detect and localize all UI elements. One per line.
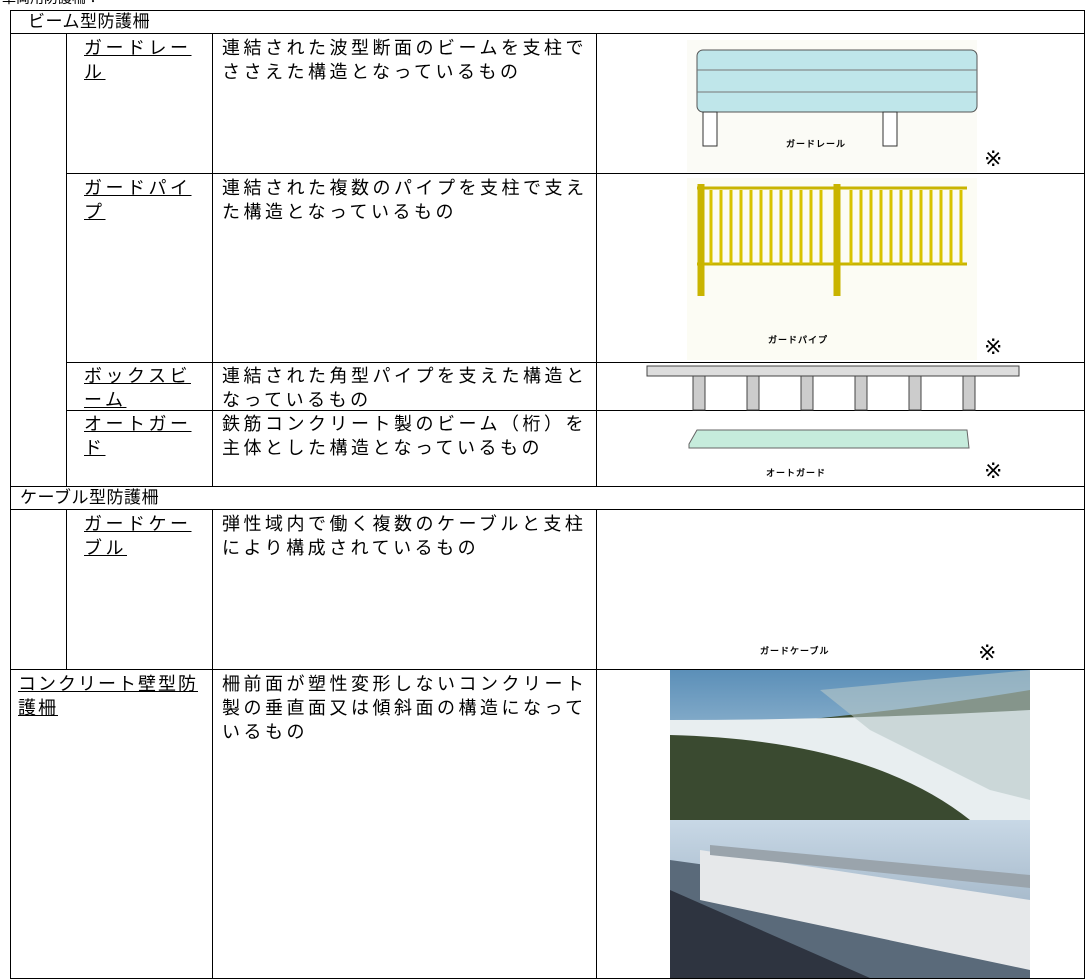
page-title: 車両用防護柵： <box>2 0 100 8</box>
row-name: ガードレール <box>84 38 192 82</box>
figure-caption: ガードレール <box>786 140 847 150</box>
figure-note: ※ <box>984 146 1003 171</box>
figure-caption: ガードケーブル <box>760 647 830 657</box>
section-title: ビーム型防護柵 <box>28 12 150 31</box>
row-name: オートガード <box>84 414 192 458</box>
figure-note: ※ <box>978 640 997 665</box>
row-description: 柵前面が塑性変形しないコンクリート製の垂直面又は傾斜面の構造になっているもの <box>222 674 588 742</box>
row-name: ガードパイプ <box>84 178 192 222</box>
figure-note: ※ <box>984 334 1003 359</box>
row-description: 連結された角型パイプを支えた構造となっているもの <box>222 366 588 410</box>
row-name: ボックスビーム <box>84 366 191 410</box>
row-name: ガードケーブル <box>84 514 192 558</box>
figure-caption: オートガード <box>766 469 827 479</box>
row-description: 連結された波型断面のビームを支柱でささえた構造となっているもの <box>222 38 587 82</box>
photos <box>670 670 1030 978</box>
row-description: 弾性域内で働く複数のケーブルと支柱により構成されているもの <box>222 514 587 558</box>
figure-note: ※ <box>984 458 1003 483</box>
illustrations <box>646 40 1020 449</box>
figure-caption: ガードパイプ <box>768 336 829 346</box>
section-title: ケーブル型防護柵 <box>20 488 159 507</box>
row-description: 鉄筋コンクリート製のビーム（桁）を主体とした構造となっているもの <box>222 414 587 458</box>
row-description: 連結された複数のパイプを支柱で支えた構造となっているもの <box>222 178 588 222</box>
row-name: コンクリート壁型防護柵 <box>18 674 198 718</box>
